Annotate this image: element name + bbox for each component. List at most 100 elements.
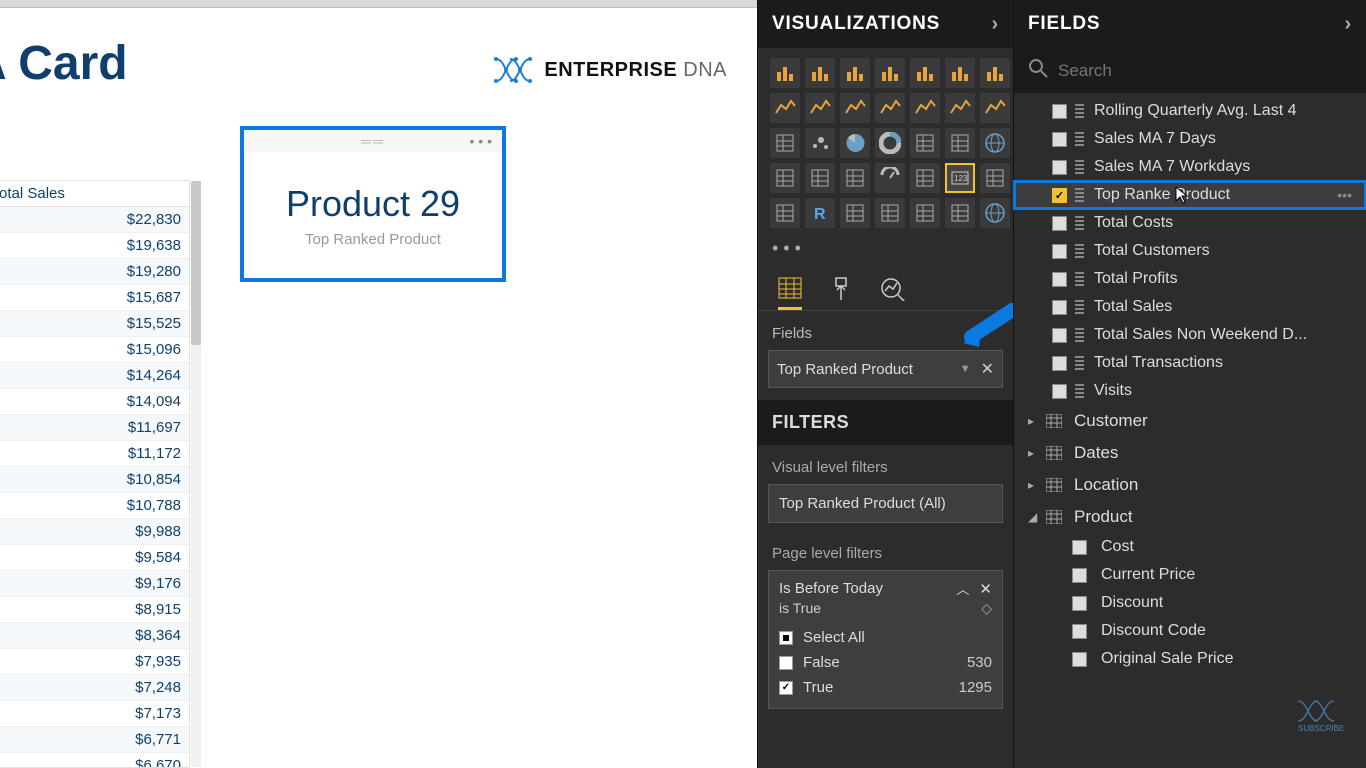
viz-r-icon[interactable]: R bbox=[805, 198, 835, 228]
field-item[interactable]: Total Customers bbox=[1014, 237, 1366, 265]
checkbox[interactable] bbox=[779, 656, 793, 670]
field-menu-icon[interactable]: ••• bbox=[1337, 187, 1352, 203]
viz-matrix-icon[interactable] bbox=[770, 198, 800, 228]
scrollbar-thumb[interactable] bbox=[191, 181, 201, 345]
viz-multi-icon[interactable] bbox=[840, 163, 870, 193]
viz-gauge-icon[interactable] bbox=[770, 163, 800, 193]
viz-scatter-icon[interactable] bbox=[805, 128, 835, 158]
table-row[interactable]: $14,094 bbox=[0, 389, 189, 415]
table-row[interactable]: $15,525 bbox=[0, 311, 189, 337]
viz-line-icon[interactable] bbox=[770, 93, 800, 123]
table-item[interactable]: ▸Customer bbox=[1014, 405, 1366, 437]
field-item[interactable]: Rolling Quarterly Avg. Last 4 bbox=[1014, 97, 1366, 125]
remove-filter-icon[interactable]: ✕ bbox=[979, 580, 992, 598]
table-row[interactable]: $10,854 bbox=[0, 467, 189, 493]
viz-waterfall-icon[interactable] bbox=[980, 93, 1010, 123]
viz-ribbon-icon[interactable] bbox=[945, 93, 975, 123]
viz-area-icon[interactable] bbox=[805, 93, 835, 123]
field-item[interactable]: Total Transactions bbox=[1014, 349, 1366, 377]
collapse-icon[interactable]: › bbox=[992, 13, 999, 36]
expand-icon[interactable]: ▸ bbox=[1028, 446, 1046, 460]
expand-icon[interactable]: ▸ bbox=[1028, 478, 1046, 492]
table-item[interactable]: ▸Dates bbox=[1014, 437, 1366, 469]
viz-area-stack-icon[interactable] bbox=[840, 93, 870, 123]
table-row[interactable]: $7,248 bbox=[0, 675, 189, 701]
clear-filter-icon[interactable]: ◇ bbox=[981, 600, 992, 617]
checkbox[interactable] bbox=[779, 631, 793, 645]
table-item[interactable]: ◢Product bbox=[1014, 501, 1366, 533]
field-checkbox[interactable] bbox=[1052, 300, 1067, 315]
table-row[interactable]: $22,830 bbox=[0, 207, 189, 233]
viz-globe2-icon[interactable] bbox=[980, 198, 1010, 228]
table-row[interactable]: $11,172 bbox=[0, 441, 189, 467]
viz-donut-icon[interactable] bbox=[875, 128, 905, 158]
viz-kpi-icon[interactable] bbox=[875, 163, 905, 193]
field-item[interactable]: Discount bbox=[1014, 589, 1366, 617]
table-row[interactable]: $8,364 bbox=[0, 623, 189, 649]
table-row[interactable]: $6,771 bbox=[0, 727, 189, 753]
table-row[interactable]: $19,638 bbox=[0, 233, 189, 259]
field-checkbox[interactable] bbox=[1052, 244, 1067, 259]
table-row[interactable]: $7,935 bbox=[0, 649, 189, 675]
viz-funnel-icon[interactable] bbox=[770, 128, 800, 158]
remove-field-icon[interactable]: ✕ bbox=[981, 359, 994, 379]
table-row[interactable]: $11,697 bbox=[0, 415, 189, 441]
expand-icon[interactable]: ◢ bbox=[1028, 510, 1046, 524]
viz-map-icon[interactable] bbox=[945, 128, 975, 158]
field-checkbox[interactable] bbox=[1052, 132, 1067, 147]
field-checkbox[interactable] bbox=[1072, 568, 1087, 583]
field-item[interactable]: Top Ranke Product••• bbox=[1014, 181, 1366, 209]
viz-bars-100-icon[interactable] bbox=[910, 58, 940, 88]
viz-combo2-icon[interactable] bbox=[910, 93, 940, 123]
field-item[interactable]: Sales MA 7 Days bbox=[1014, 125, 1366, 153]
table-row[interactable]: $14,264 bbox=[0, 363, 189, 389]
dropdown-icon[interactable]: ▼ bbox=[960, 363, 971, 375]
field-item[interactable]: Current Price bbox=[1014, 561, 1366, 589]
visual-filter-item[interactable]: Top Ranked Product (All) bbox=[768, 484, 1003, 523]
expand-icon[interactable]: ▸ bbox=[1028, 414, 1046, 428]
search-input[interactable] bbox=[1058, 61, 1352, 81]
card-visual[interactable]: ══ • • • Product 29 Top Ranked Product bbox=[240, 126, 506, 282]
viz-card-icon[interactable] bbox=[805, 163, 835, 193]
field-item[interactable]: Discount Code bbox=[1014, 617, 1366, 645]
table-row[interactable]: $15,096 bbox=[0, 337, 189, 363]
viz-py-icon[interactable] bbox=[910, 198, 940, 228]
table-row[interactable]: $9,176 bbox=[0, 571, 189, 597]
search-row[interactable] bbox=[1014, 48, 1366, 93]
collapse-filter-icon[interactable]: ︿ bbox=[956, 579, 969, 598]
field-item[interactable]: Original Sale Price bbox=[1014, 645, 1366, 673]
checkbox[interactable] bbox=[779, 681, 793, 695]
viz-bars-100-h-icon[interactable] bbox=[945, 58, 975, 88]
scrollbar[interactable] bbox=[191, 181, 201, 767]
table-row[interactable]: $8,915 bbox=[0, 597, 189, 623]
grip-icon[interactable]: ══ bbox=[361, 133, 385, 149]
more-icon[interactable]: • • • bbox=[470, 133, 492, 149]
field-item[interactable]: Total Costs bbox=[1014, 209, 1366, 237]
viz-table2-icon[interactable] bbox=[840, 198, 870, 228]
viz-col-icon[interactable] bbox=[980, 58, 1010, 88]
table-row[interactable]: $6,670 bbox=[0, 753, 189, 767]
viz-pie-icon[interactable] bbox=[840, 128, 870, 158]
table-row[interactable]: $7,173 bbox=[0, 701, 189, 727]
field-item[interactable]: Total Sales Non Weekend D... bbox=[1014, 321, 1366, 349]
page-filter-box[interactable]: Is Before Today ︿ ✕ is True ◇ Select All… bbox=[768, 570, 1003, 709]
field-checkbox[interactable] bbox=[1052, 104, 1067, 119]
viz-combo-icon[interactable] bbox=[875, 93, 905, 123]
viz-bars-h-icon[interactable] bbox=[805, 58, 835, 88]
field-well[interactable]: Top Ranked Product ▼ ✕ bbox=[768, 350, 1003, 388]
viz-globe-icon[interactable] bbox=[980, 128, 1010, 158]
table-item[interactable]: ▸Location bbox=[1014, 469, 1366, 501]
field-checkbox[interactable] bbox=[1052, 160, 1067, 175]
field-item[interactable]: Visits bbox=[1014, 377, 1366, 405]
field-checkbox[interactable] bbox=[1052, 272, 1067, 287]
tab-analytics[interactable] bbox=[880, 277, 906, 310]
viz-bars-v-icon[interactable] bbox=[770, 58, 800, 88]
field-checkbox[interactable] bbox=[1072, 624, 1087, 639]
viz-arcgis-icon[interactable] bbox=[945, 198, 975, 228]
field-checkbox[interactable] bbox=[1052, 356, 1067, 371]
field-checkbox[interactable] bbox=[1052, 188, 1067, 203]
more-visuals-button[interactable]: • • • bbox=[758, 234, 1013, 269]
field-checkbox[interactable] bbox=[1072, 652, 1087, 667]
field-item[interactable]: Total Sales bbox=[1014, 293, 1366, 321]
table-row[interactable]: $9,584 bbox=[0, 545, 189, 571]
